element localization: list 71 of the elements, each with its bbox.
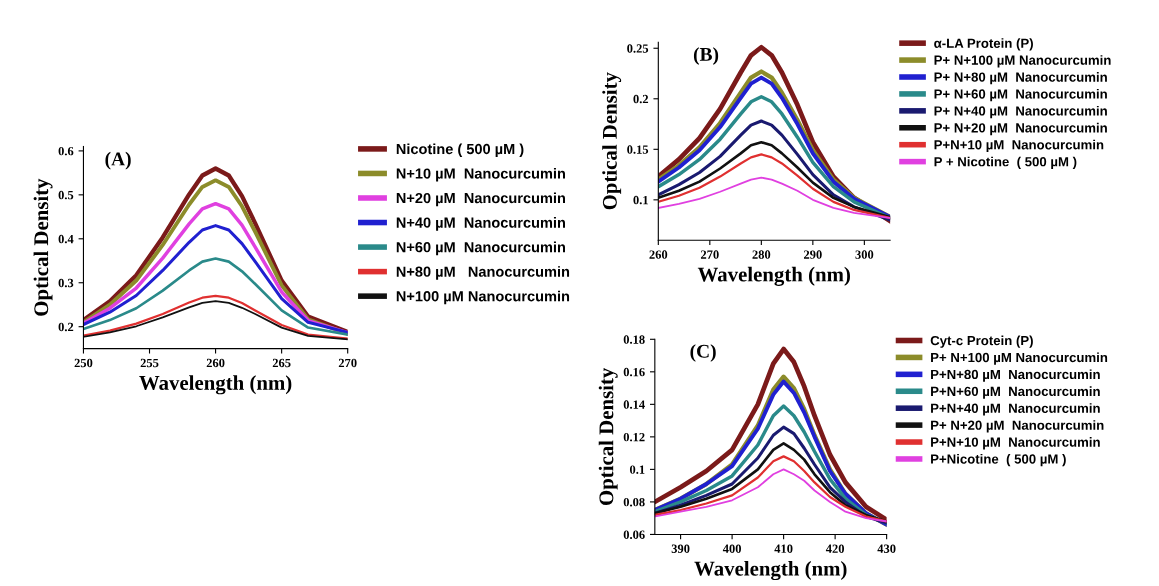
- legend-label: P+ N+20 µM Nanocurcumin: [934, 122, 1107, 136]
- y-tick-label: 0.1: [629, 465, 645, 474]
- x-tick-label: 430: [877, 544, 896, 553]
- y-tick-label: 0.14: [623, 400, 645, 409]
- x-tick-label: 270: [338, 358, 357, 368]
- legend-label: P+N+10 µM Nanocurcumin: [934, 139, 1104, 153]
- legend-label: P+ N+60 µM Nanocurcumin: [934, 88, 1107, 102]
- y-tick-label: 0.16: [623, 367, 645, 377]
- y-tick-label: 0.12: [623, 432, 645, 442]
- line-series: [658, 140, 891, 219]
- x-tick-label: 390: [671, 544, 690, 553]
- x-tick-label: 290: [804, 250, 822, 259]
- legend-label: N+100 µM Nanocurcumin: [396, 290, 570, 305]
- legend-label: P+N+60 µM Nanocurcumin: [931, 386, 1100, 399]
- legend-label: α-LA Protein (P): [934, 38, 1033, 51]
- y-axis-title: Optical Density: [602, 72, 622, 210]
- legend-label: P+ N+40 µM Nanocurcumin: [934, 105, 1107, 119]
- y-tick-label: 0.18: [623, 335, 645, 344]
- legend-label: N+20 µM Nanocurcumin: [396, 192, 565, 207]
- x-tick-label: 300: [855, 250, 874, 259]
- legend-label: N+10 µM Nanocurcumin: [396, 167, 565, 182]
- y-tick-label: 0.2: [633, 94, 649, 104]
- legend-label: N+80 µM Nanocurcumin: [396, 266, 570, 280]
- legend-label: P+ N+80 µM Nanocurcumin: [934, 72, 1107, 85]
- legend-label: P+N+10 µM Nanocurcumin: [931, 437, 1100, 450]
- x-tick-label: 270: [700, 250, 719, 259]
- line-series: [83, 224, 348, 334]
- legend-label: P+ N+100 µM Nanocurcumin: [934, 55, 1111, 68]
- y-tick-label: 0.15: [627, 145, 649, 154]
- x-axis-title: Wavelength (nm): [139, 375, 292, 395]
- line-series: [654, 346, 887, 523]
- y-axis-title: Optical Density: [598, 367, 618, 505]
- legend-label: P+N+80 µM Nanocurcumin: [931, 369, 1100, 382]
- x-tick-label: 260: [649, 250, 668, 259]
- x-tick-label: 260: [206, 358, 225, 368]
- chart-title: (C): [690, 344, 716, 362]
- chart-title: (B): [693, 47, 719, 65]
- x-tick-label: 420: [825, 544, 845, 553]
- line-series: [83, 257, 348, 336]
- legend-label: P+N+40 µM Nanocurcumin: [931, 403, 1100, 416]
- y-tick-label: 0.1: [633, 195, 648, 205]
- y-tick-label: 0.08: [623, 497, 645, 507]
- y-tick-label: 0.5: [58, 190, 74, 200]
- x-axis-title: Wavelength (nm): [694, 561, 847, 581]
- legend-label: N+60 µM Nanocurcumin: [396, 241, 565, 256]
- y-axis-title: Optical Density: [33, 178, 53, 316]
- legend-label: P+Nicotine ( 500 µM ): [931, 454, 1066, 467]
- legend-label: P + Nicotine ( 500 µM ): [934, 156, 1077, 169]
- legend-label: P+ N+100 µM Nanocurcumin: [931, 352, 1108, 365]
- x-tick-label: 265: [272, 358, 291, 368]
- line-series: [654, 468, 887, 523]
- legend-label: P+ N+20 µM Nanocurcumin: [931, 420, 1104, 433]
- y-tick-label: 0.3: [58, 278, 74, 288]
- legend-label: Cyt-c Protein (P): [930, 335, 1033, 348]
- chart-title: (A): [105, 151, 131, 170]
- y-tick-label: 0.4: [58, 234, 74, 244]
- y-tick-label: 0.2: [58, 322, 74, 332]
- x-tick-label: 280: [752, 250, 771, 259]
- line-series: [658, 153, 891, 220]
- legend-label: Nicotine ( 500 µM ): [396, 143, 524, 158]
- x-tick-label: 250: [74, 358, 93, 368]
- legend-label: N+40 µM Nanocurcumin: [396, 217, 565, 231]
- x-tick-label: 255: [140, 358, 159, 368]
- y-tick-label: 0.25: [627, 44, 649, 53]
- x-tick-label: 400: [722, 544, 741, 553]
- line-series: [654, 442, 887, 523]
- y-tick-label: 0.6: [58, 146, 74, 156]
- line-series: [658, 176, 891, 219]
- y-tick-label: 0.06: [623, 530, 645, 539]
- x-tick-label: 410: [774, 544, 793, 553]
- x-axis-title: Wavelength (nm): [697, 266, 850, 286]
